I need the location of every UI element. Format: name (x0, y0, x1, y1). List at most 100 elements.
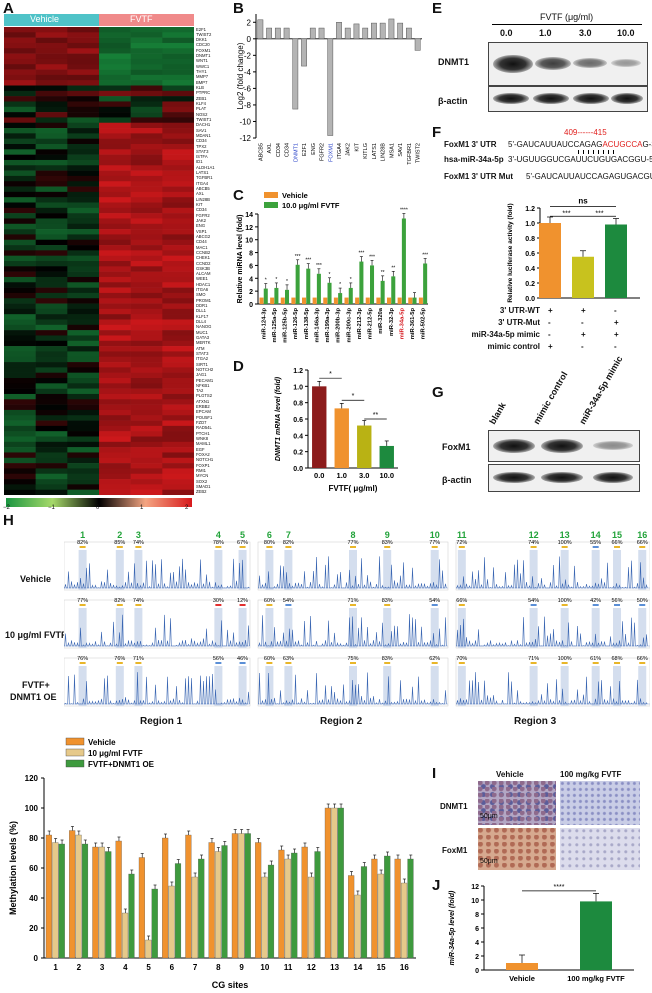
heatmap-cell (162, 362, 194, 368)
cg-site-highlight (638, 608, 647, 648)
gene-label: MUC1 (196, 329, 208, 335)
y-tick-label: 0.4 (525, 266, 535, 273)
heatmap-grid (4, 27, 194, 495)
heatmap-cell (162, 42, 194, 49)
heatmap-cell (4, 170, 36, 177)
y-tick-label: 6 (249, 263, 253, 270)
heatmap-cell (67, 372, 100, 379)
panel-label-f: F (432, 124, 442, 141)
pct-quality-marker (458, 546, 465, 548)
heatmap-cell (162, 388, 194, 395)
heatmap-cell (99, 218, 131, 225)
pct-quality-marker (215, 604, 222, 606)
pct-quality-marker (530, 662, 537, 664)
heatmap-cell (4, 431, 36, 437)
heatmap-cell (67, 436, 100, 443)
x-tick-label: 1 (53, 963, 58, 972)
fold-change-bar (274, 27, 281, 40)
heatmap-cell (130, 468, 163, 475)
significance-mark: * (275, 277, 277, 283)
panel-label-i: I (432, 765, 437, 782)
heatmap-cell (162, 133, 194, 139)
heatmap-cell (99, 112, 131, 118)
heatmap-cell (130, 32, 163, 38)
heatmap-cell (99, 282, 131, 288)
heatmap-cell (162, 463, 194, 469)
heatmap-cell (35, 138, 68, 145)
vehicle-bar (323, 297, 328, 304)
gene-label: PLAT (196, 106, 207, 112)
significance-mark: ** (381, 270, 385, 276)
cg-site-highlight (430, 666, 439, 706)
heatmap-cell (99, 292, 131, 299)
heatmap-cell (35, 463, 68, 469)
pct-quality-marker (561, 662, 568, 664)
gene-label: NOTCH1 (196, 457, 214, 463)
pyrosequencing-traces: 82% 85% 74% 78% 67% 80% 82% 77% 83% 77% 72% 74% 100%… (64, 530, 650, 707)
fold-change-bar (371, 22, 377, 40)
scale-label: −1 (48, 505, 55, 511)
gene-tick-label: FGFR2 (320, 143, 326, 161)
heatmap-cell (130, 362, 163, 368)
methylation-bar (215, 851, 222, 959)
heatmap-cell (35, 383, 68, 389)
legend-label: FVTF+DNMT1 OE (88, 760, 155, 769)
heatmap-cell (99, 319, 131, 326)
y-tick-label: 8 (475, 912, 479, 919)
heatmap-cell (130, 207, 163, 214)
heatmap-cell (130, 298, 163, 304)
x-tick-label: 10 (260, 963, 269, 972)
heatmap-cell (4, 218, 36, 225)
heatmap-cell (99, 42, 131, 49)
methylation-bar (377, 873, 384, 959)
heatmap-cell (67, 255, 100, 262)
heatmap-cell (130, 234, 163, 241)
heatmap-cell (35, 218, 68, 225)
methylation-pct: 85% (114, 540, 125, 546)
heatmap-cell (67, 186, 100, 193)
heatmap-cell (67, 346, 100, 352)
methylation-pct: 100% (558, 540, 572, 546)
gene-label: FGFR2 (196, 212, 210, 218)
heatmap-cell (130, 154, 163, 161)
methylation-pct: 71% (133, 656, 144, 662)
heatmap-cell (35, 202, 68, 209)
mirna-tick-label: miR-502-5p (421, 308, 427, 340)
heatmap-cell (99, 287, 131, 294)
cg-site-highlight (383, 608, 392, 648)
heatmap-cell (130, 27, 163, 33)
heatmap-cell (35, 404, 68, 411)
heatmap-cell (67, 42, 100, 49)
gene-tick-label: ABCB5 (258, 143, 264, 161)
heatmap-cell (162, 484, 194, 490)
methylation-pct: 77% (429, 540, 440, 546)
heatmap-cell (162, 468, 194, 475)
region-label: Region 3 (514, 716, 557, 727)
cg-site-highlight (383, 666, 392, 706)
heatmap-cell (99, 37, 131, 44)
cg-site-highlight (430, 550, 439, 590)
cg-site-highlight (613, 550, 622, 590)
heatmap-cell (4, 367, 36, 373)
heatmap-cell (130, 218, 163, 225)
heatmap-cell (99, 473, 131, 480)
heatmap-cell (162, 58, 194, 65)
gene-tick-label: KITLG (363, 143, 369, 159)
pct-quality-marker (116, 662, 123, 664)
gene-label: PROM1 (196, 297, 211, 303)
heatmap-cell (35, 80, 68, 86)
cg-site-highlight (284, 550, 293, 590)
heatmap-cell (67, 367, 100, 373)
fold-change-bar (327, 38, 334, 136)
heatmap-cell (35, 261, 68, 267)
vehicle-bar (291, 297, 296, 304)
heatmap-cell (35, 154, 68, 161)
vehicle-bar (259, 297, 264, 304)
gene-label: NFKB1 (196, 382, 210, 388)
heatmap-cell (162, 202, 194, 209)
heatmap-cell (162, 239, 194, 246)
pct-quality-marker (239, 546, 246, 548)
methylation-bar (162, 837, 169, 959)
heatmap-cell (67, 356, 100, 363)
